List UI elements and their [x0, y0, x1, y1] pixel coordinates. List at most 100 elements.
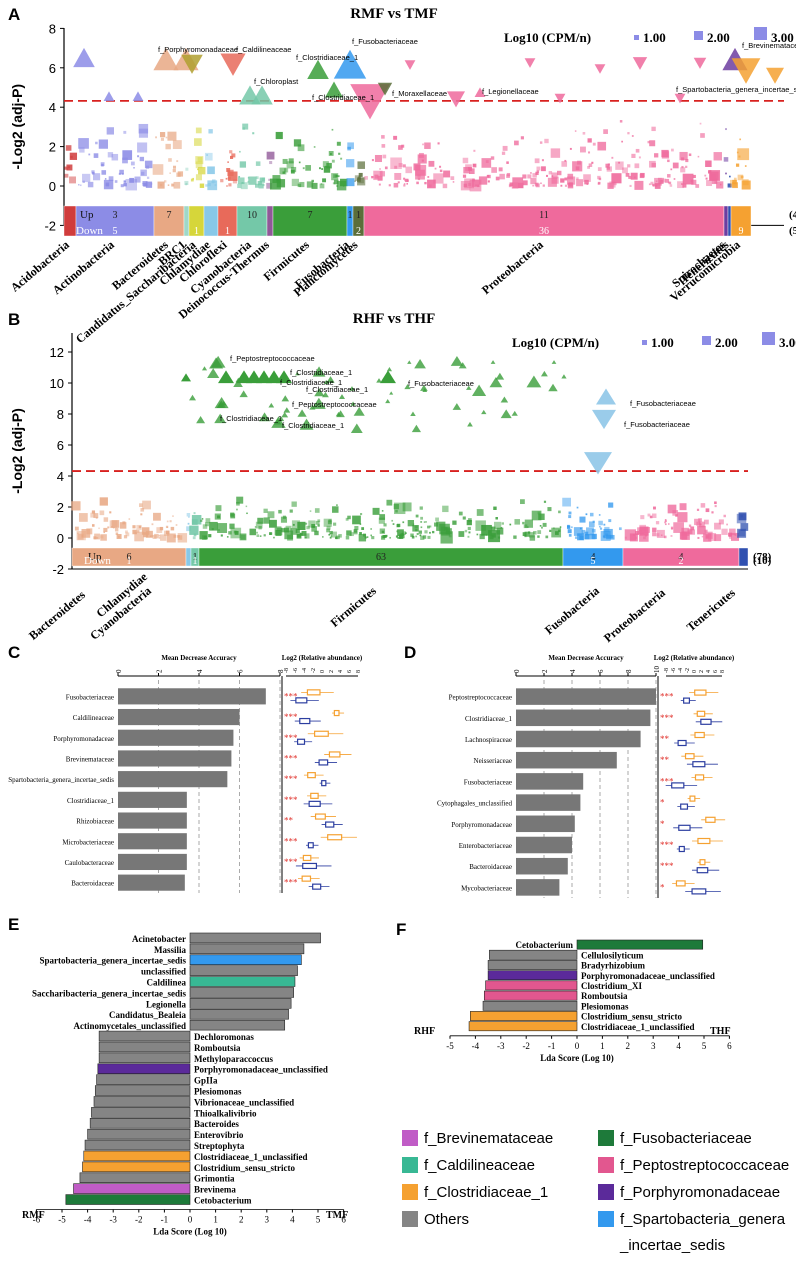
scatter-point	[186, 526, 192, 532]
taxon-label: Enterobacteriaceae	[459, 842, 512, 850]
scatter-point	[569, 147, 572, 150]
significant-marker	[281, 395, 290, 402]
group-left-label: RMF	[22, 1210, 45, 1221]
scatter-point	[146, 176, 150, 179]
scatter-point	[185, 167, 189, 171]
significant-marker	[220, 53, 246, 76]
scatter-point	[634, 180, 644, 190]
scatter-point	[558, 510, 561, 514]
abundance-box	[296, 738, 306, 745]
phylum-bar	[203, 205, 219, 237]
panel-letter: E	[8, 915, 19, 934]
scatter-point	[490, 526, 493, 529]
scatter-point	[306, 525, 310, 530]
x-tick-label: -6	[33, 1215, 41, 1225]
scatter-point	[732, 179, 737, 185]
lda-bar	[468, 1021, 578, 1032]
scatter-point	[261, 177, 266, 181]
scatter-point	[248, 176, 257, 185]
scatter-point	[566, 176, 576, 185]
scatter-point	[352, 515, 361, 525]
taxon-label: Plesiomonas	[194, 1087, 242, 1097]
taxon-label: Legionella	[146, 999, 186, 1009]
scatter-point	[597, 167, 602, 171]
scatter-point	[557, 170, 562, 176]
scatter-point	[338, 152, 341, 155]
scatter-point	[511, 182, 519, 189]
significant-marker	[526, 375, 542, 388]
scatter-point	[138, 525, 142, 529]
scatter-point	[172, 169, 176, 173]
scatter-point	[397, 181, 400, 184]
scatter-point	[311, 526, 317, 532]
family-annotation: f_Brevinemataceae	[742, 41, 796, 50]
scatter-point	[476, 533, 479, 536]
significant-marker	[385, 399, 391, 404]
legend-swatch	[598, 1184, 614, 1200]
scatter-point	[288, 158, 294, 164]
scatter-point	[246, 512, 248, 515]
abundance-tick-label: 4	[338, 670, 344, 673]
x-tick-label: 8	[625, 669, 633, 673]
scatter-point	[543, 500, 547, 503]
significance-stars: ***	[284, 733, 298, 743]
scatter-point	[597, 182, 600, 185]
up-count: 6	[127, 552, 132, 563]
scatter-point	[420, 516, 424, 520]
scatter-point	[679, 532, 688, 540]
taxon-label: unclassified	[141, 967, 186, 977]
scatter-point	[404, 532, 407, 535]
scatter-point	[226, 167, 231, 172]
scatter-point	[433, 173, 444, 184]
scatter-point	[704, 174, 707, 177]
scatter-point	[705, 508, 710, 513]
x-tick-label: 3	[651, 1041, 656, 1051]
significant-marker	[258, 412, 271, 422]
significant-marker	[540, 370, 548, 377]
scatter-point	[406, 183, 409, 185]
significant-marker	[323, 379, 329, 384]
scatter-point	[299, 532, 303, 536]
scatter-point	[649, 515, 653, 519]
significant-marker	[153, 47, 179, 71]
x-tick-label: -4	[472, 1041, 480, 1051]
scatter-point	[655, 184, 658, 187]
scatter-point	[592, 520, 595, 523]
scatter-point	[388, 184, 391, 187]
significant-marker	[447, 91, 465, 108]
significant-marker	[278, 416, 285, 422]
scatter-point	[134, 531, 144, 542]
scatter-point	[275, 131, 283, 140]
x-tick-label: -3	[109, 1215, 117, 1225]
row-up-label: Up	[80, 209, 94, 221]
scatter-point	[290, 166, 297, 173]
scatter-point	[229, 523, 235, 529]
scatter-point	[173, 181, 181, 189]
scatter-point	[532, 173, 537, 178]
legend-label: f_Clostridiaceae_1	[424, 1184, 548, 1201]
scatter-point	[726, 523, 728, 526]
family-annotation: f_Caldilineaceae	[236, 45, 291, 54]
scatter-point	[345, 517, 349, 521]
scatter-point	[588, 521, 595, 528]
scatter-point	[364, 176, 368, 180]
scatter-point	[82, 173, 91, 183]
taxon-label: Porphyromonadaceae	[53, 735, 114, 743]
scatter-point	[256, 534, 260, 537]
scatter-point	[333, 522, 337, 526]
x-tick-label: 4	[569, 669, 577, 673]
scatter-point	[123, 130, 127, 134]
scatter-point	[358, 534, 367, 542]
abundance-box	[692, 761, 706, 768]
x-tick-label: 0	[575, 1041, 580, 1051]
legend-label: f_Porphyromonadaceae	[620, 1184, 780, 1201]
scatter-point	[576, 506, 579, 509]
scatter-point	[240, 534, 246, 540]
scatter-point	[395, 509, 398, 513]
scatter-point	[634, 531, 639, 535]
scatter-point	[403, 177, 406, 180]
scatter-point	[205, 184, 208, 187]
scatter-point	[331, 173, 339, 181]
abundance-box	[671, 782, 685, 789]
